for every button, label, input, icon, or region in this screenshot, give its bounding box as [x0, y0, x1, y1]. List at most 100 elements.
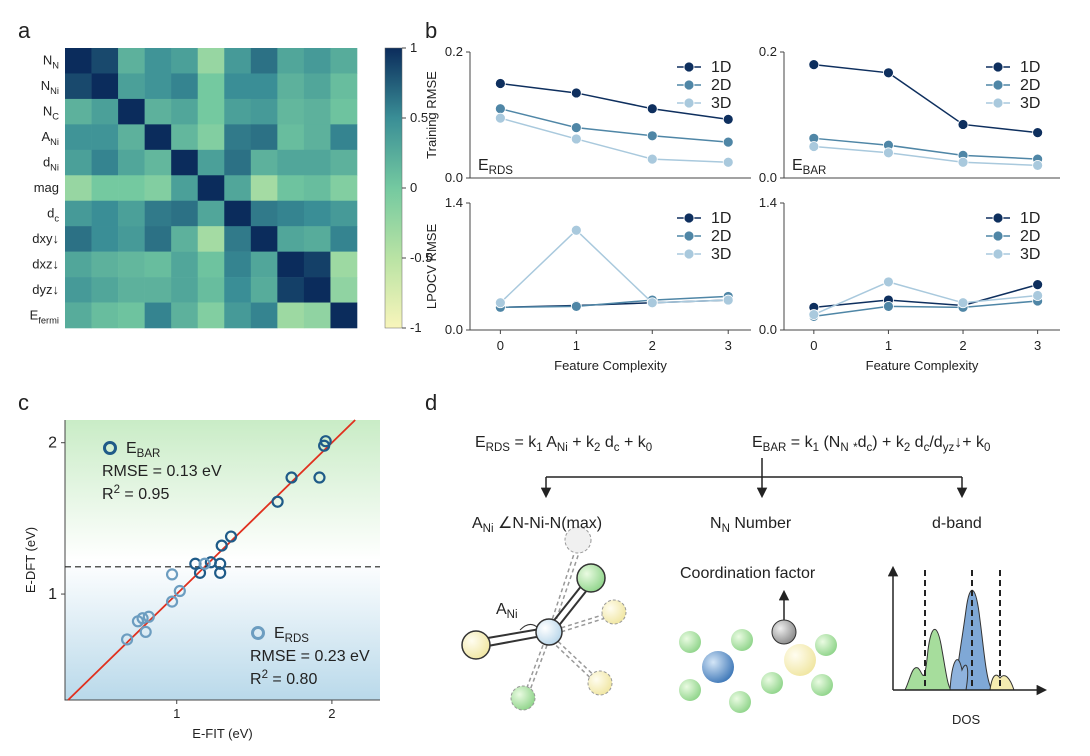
point — [722, 294, 734, 306]
heatmap-cell — [303, 302, 331, 329]
heatmap-cell — [118, 302, 145, 329]
heatmap-cell — [250, 48, 278, 74]
heatmap-cell — [250, 251, 278, 278]
legend-label-part: E — [126, 440, 137, 457]
colorbar-tick-label: 1 — [410, 40, 417, 55]
point — [883, 147, 894, 159]
equation-part: d — [600, 434, 613, 451]
heatmap-cell — [277, 149, 305, 176]
heatmap-cell — [224, 149, 252, 176]
legend-marker — [992, 61, 1004, 73]
x-tick-label: 2 — [649, 338, 656, 353]
equation-part: = k — [510, 434, 537, 451]
legend-marker — [683, 61, 695, 73]
heatmap-cell — [65, 226, 92, 252]
x-tick-label: 3 — [725, 338, 732, 353]
stat-text-part: = 0.95 — [120, 486, 169, 503]
legend-label: 3D — [1020, 95, 1040, 112]
heatmap-cell — [303, 73, 331, 100]
x-tick-label: 0 — [810, 338, 817, 353]
heatmap-cell — [91, 149, 119, 176]
annotation-part: BAR — [803, 165, 827, 177]
row-label: dxy↓ — [32, 231, 59, 246]
equation-part: E — [752, 434, 763, 451]
dos-label: DOS — [952, 712, 981, 727]
equation-part: = k — [786, 434, 813, 451]
heatmap-cell — [303, 98, 331, 125]
x-tick-label: 0 — [497, 338, 504, 353]
heatmap-cell — [144, 226, 172, 252]
row-label: NN — [43, 53, 59, 71]
equation-part: ↓+ k — [954, 434, 985, 451]
branch-label-part: ∠N-Ni-N(max) — [494, 515, 603, 532]
legend-marker — [992, 212, 1004, 224]
point — [142, 610, 155, 623]
equation-part: d — [858, 434, 867, 451]
connectors — [540, 458, 968, 499]
series-line — [813, 281, 1038, 316]
point — [646, 130, 658, 142]
molecule-illustration — [461, 526, 627, 711]
y-tick-label: 2 — [48, 435, 57, 452]
heatmap-cell — [277, 73, 305, 100]
point — [883, 276, 894, 288]
stat-text: R2 = 0.95 — [102, 484, 169, 503]
point — [570, 87, 582, 99]
y-tick-label: 0.2 — [759, 44, 777, 59]
point — [313, 471, 326, 484]
heatmap-cell — [197, 226, 225, 252]
heatmap-cell — [277, 124, 305, 151]
legend-label: 3D — [711, 246, 731, 263]
equation-part: RDS — [486, 442, 511, 454]
equation-part: + k — [620, 434, 647, 451]
row-label-part: mag — [34, 180, 59, 195]
heatmap-cell — [91, 48, 119, 74]
y-tick-label: 1 — [48, 586, 57, 603]
heatmap-cell — [224, 277, 252, 303]
heatmap-cell — [91, 124, 119, 151]
stat-text-part: 2 — [114, 484, 120, 496]
heatmap-cell — [197, 73, 225, 100]
branch-label: ANi ∠N-Ni-N(max) — [472, 515, 602, 535]
heatmap-cell — [197, 200, 225, 227]
annotation: ERDS — [478, 157, 513, 177]
heatmap-cell — [197, 149, 225, 176]
heatmap-cell — [277, 277, 305, 303]
heatmap-cell — [65, 124, 92, 151]
branch-label-part: d-band — [932, 515, 982, 532]
heatmap-cell — [277, 48, 305, 74]
branch-label-part: A — [472, 515, 483, 532]
equation-part: 1 — [536, 442, 542, 454]
row-label-part: N — [52, 61, 59, 71]
heatmap-cell — [65, 302, 92, 329]
heatmap-cell — [224, 48, 252, 74]
heatmap-cell — [250, 98, 278, 125]
heatmap-cell — [330, 149, 358, 176]
legend-label-part: RDS — [285, 633, 310, 645]
x-axis-title: Feature Complexity — [554, 358, 667, 373]
heatmap-cell — [330, 48, 358, 74]
heatmap-cell — [118, 124, 145, 151]
point — [957, 156, 969, 168]
series-line — [499, 229, 729, 304]
equation-part: 2 — [594, 442, 600, 454]
heatmap-cell — [118, 251, 145, 278]
legend-marker — [992, 248, 1004, 260]
stat-text-part: 2 — [262, 669, 268, 681]
legend-marker — [683, 97, 695, 109]
heatmap-cell — [91, 175, 119, 202]
legend-label: 1D — [711, 210, 731, 227]
row-label: Efermi — [30, 307, 59, 325]
equation-part: 0 — [646, 442, 652, 454]
heatmap-cell — [224, 98, 252, 125]
heatmap-cell — [65, 149, 92, 176]
heatmap-cell — [303, 226, 331, 252]
heatmap-cell — [330, 73, 358, 100]
heatmap-cell — [144, 302, 172, 329]
legend-marker — [251, 626, 265, 640]
legend-marker — [683, 212, 695, 224]
colorbar — [384, 47, 403, 329]
heatmap-cell — [224, 73, 252, 100]
annotation-part: E — [792, 157, 803, 174]
